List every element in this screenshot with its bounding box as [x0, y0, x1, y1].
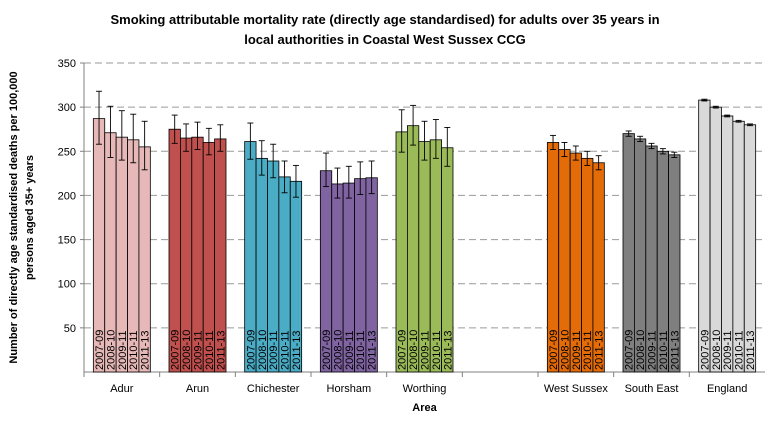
bar-period-label: 2009-11 — [193, 330, 205, 370]
y-tick-label: 50 — [64, 323, 76, 335]
bar-period-label: 2011-13 — [669, 330, 681, 370]
bar-period-label: 2010-11 — [582, 330, 594, 370]
bar-period-label: 2008-10 — [257, 330, 269, 370]
bar-period-label: 2007-09 — [245, 330, 257, 370]
bar-period-label: 2008-10 — [332, 330, 344, 370]
bar-period-label: 2011-13 — [442, 330, 454, 370]
bar-period-label: 2009-11 — [647, 330, 659, 370]
bar-period-label: 2007-09 — [397, 330, 409, 370]
bar-period-label: 2010-11 — [355, 330, 367, 370]
bar-period-label: 2007-09 — [699, 330, 711, 370]
bar-period-label: 2010-11 — [734, 330, 746, 370]
y-axis-title-line-1: Number of directly age standardised deat… — [8, 71, 20, 363]
bar-period-label: 2008-10 — [635, 330, 647, 370]
bar-period-label: 2011-13 — [594, 330, 606, 370]
bar-period-label: 2011-13 — [140, 330, 152, 370]
bar-period-label: 2007-09 — [94, 330, 106, 370]
bar-period-label: 2011-13 — [215, 330, 227, 370]
bar-period-label: 2008-10 — [559, 330, 571, 370]
bar-period-label: 2009-11 — [571, 330, 583, 370]
bar-period-label: 2009-11 — [722, 330, 734, 370]
bar-period-label: 2010-11 — [204, 330, 216, 370]
y-tick-label: 100 — [58, 279, 76, 291]
x-category-label: South East — [625, 383, 679, 395]
bar-period-label: 2010-11 — [280, 330, 292, 370]
bar-period-label: 2011-13 — [367, 330, 379, 370]
x-category-label: Horsham — [327, 383, 372, 395]
bar-period-label: 2008-10 — [711, 330, 723, 370]
bar-period-label: 2009-11 — [420, 330, 432, 370]
bar-period-label: 2010-11 — [431, 330, 443, 370]
y-tick-label: 300 — [58, 102, 76, 114]
bar-period-label: 2011-13 — [291, 330, 303, 370]
x-category-label: Chichester — [247, 383, 300, 395]
x-category-label: West Sussex — [544, 383, 608, 395]
bar-period-label: 2007-09 — [321, 330, 333, 370]
x-category-label: Arun — [186, 383, 209, 395]
y-tick-label: 150 — [58, 235, 76, 247]
bar-period-label: 2010-11 — [658, 330, 670, 370]
x-axis-title: Area — [412, 402, 437, 414]
x-category-label: Adur — [110, 383, 134, 395]
y-tick-label: 250 — [58, 146, 76, 158]
bar-period-label: 2007-09 — [548, 330, 560, 370]
bar-period-label: 2009-11 — [268, 330, 280, 370]
bar-period-label: 2007-09 — [170, 330, 182, 370]
bar-period-label: 2008-10 — [105, 330, 117, 370]
y-axis-title-line-2: persons aged 35+ years — [24, 155, 36, 280]
bar-period-label: 2008-10 — [408, 330, 420, 370]
x-category-label: Worthing — [403, 383, 447, 395]
bar-period-label: 2011-13 — [745, 330, 757, 370]
bar-period-label: 2008-10 — [181, 330, 193, 370]
y-tick-label: 200 — [58, 190, 76, 202]
y-tick-label: 350 — [58, 58, 76, 70]
bar-period-label: 2009-11 — [344, 330, 356, 370]
x-category-label: England — [707, 383, 747, 395]
bar-period-label: 2010-11 — [128, 330, 140, 370]
bar-period-label: 2007-09 — [624, 330, 636, 370]
bar-period-label: 2009-11 — [117, 330, 129, 370]
